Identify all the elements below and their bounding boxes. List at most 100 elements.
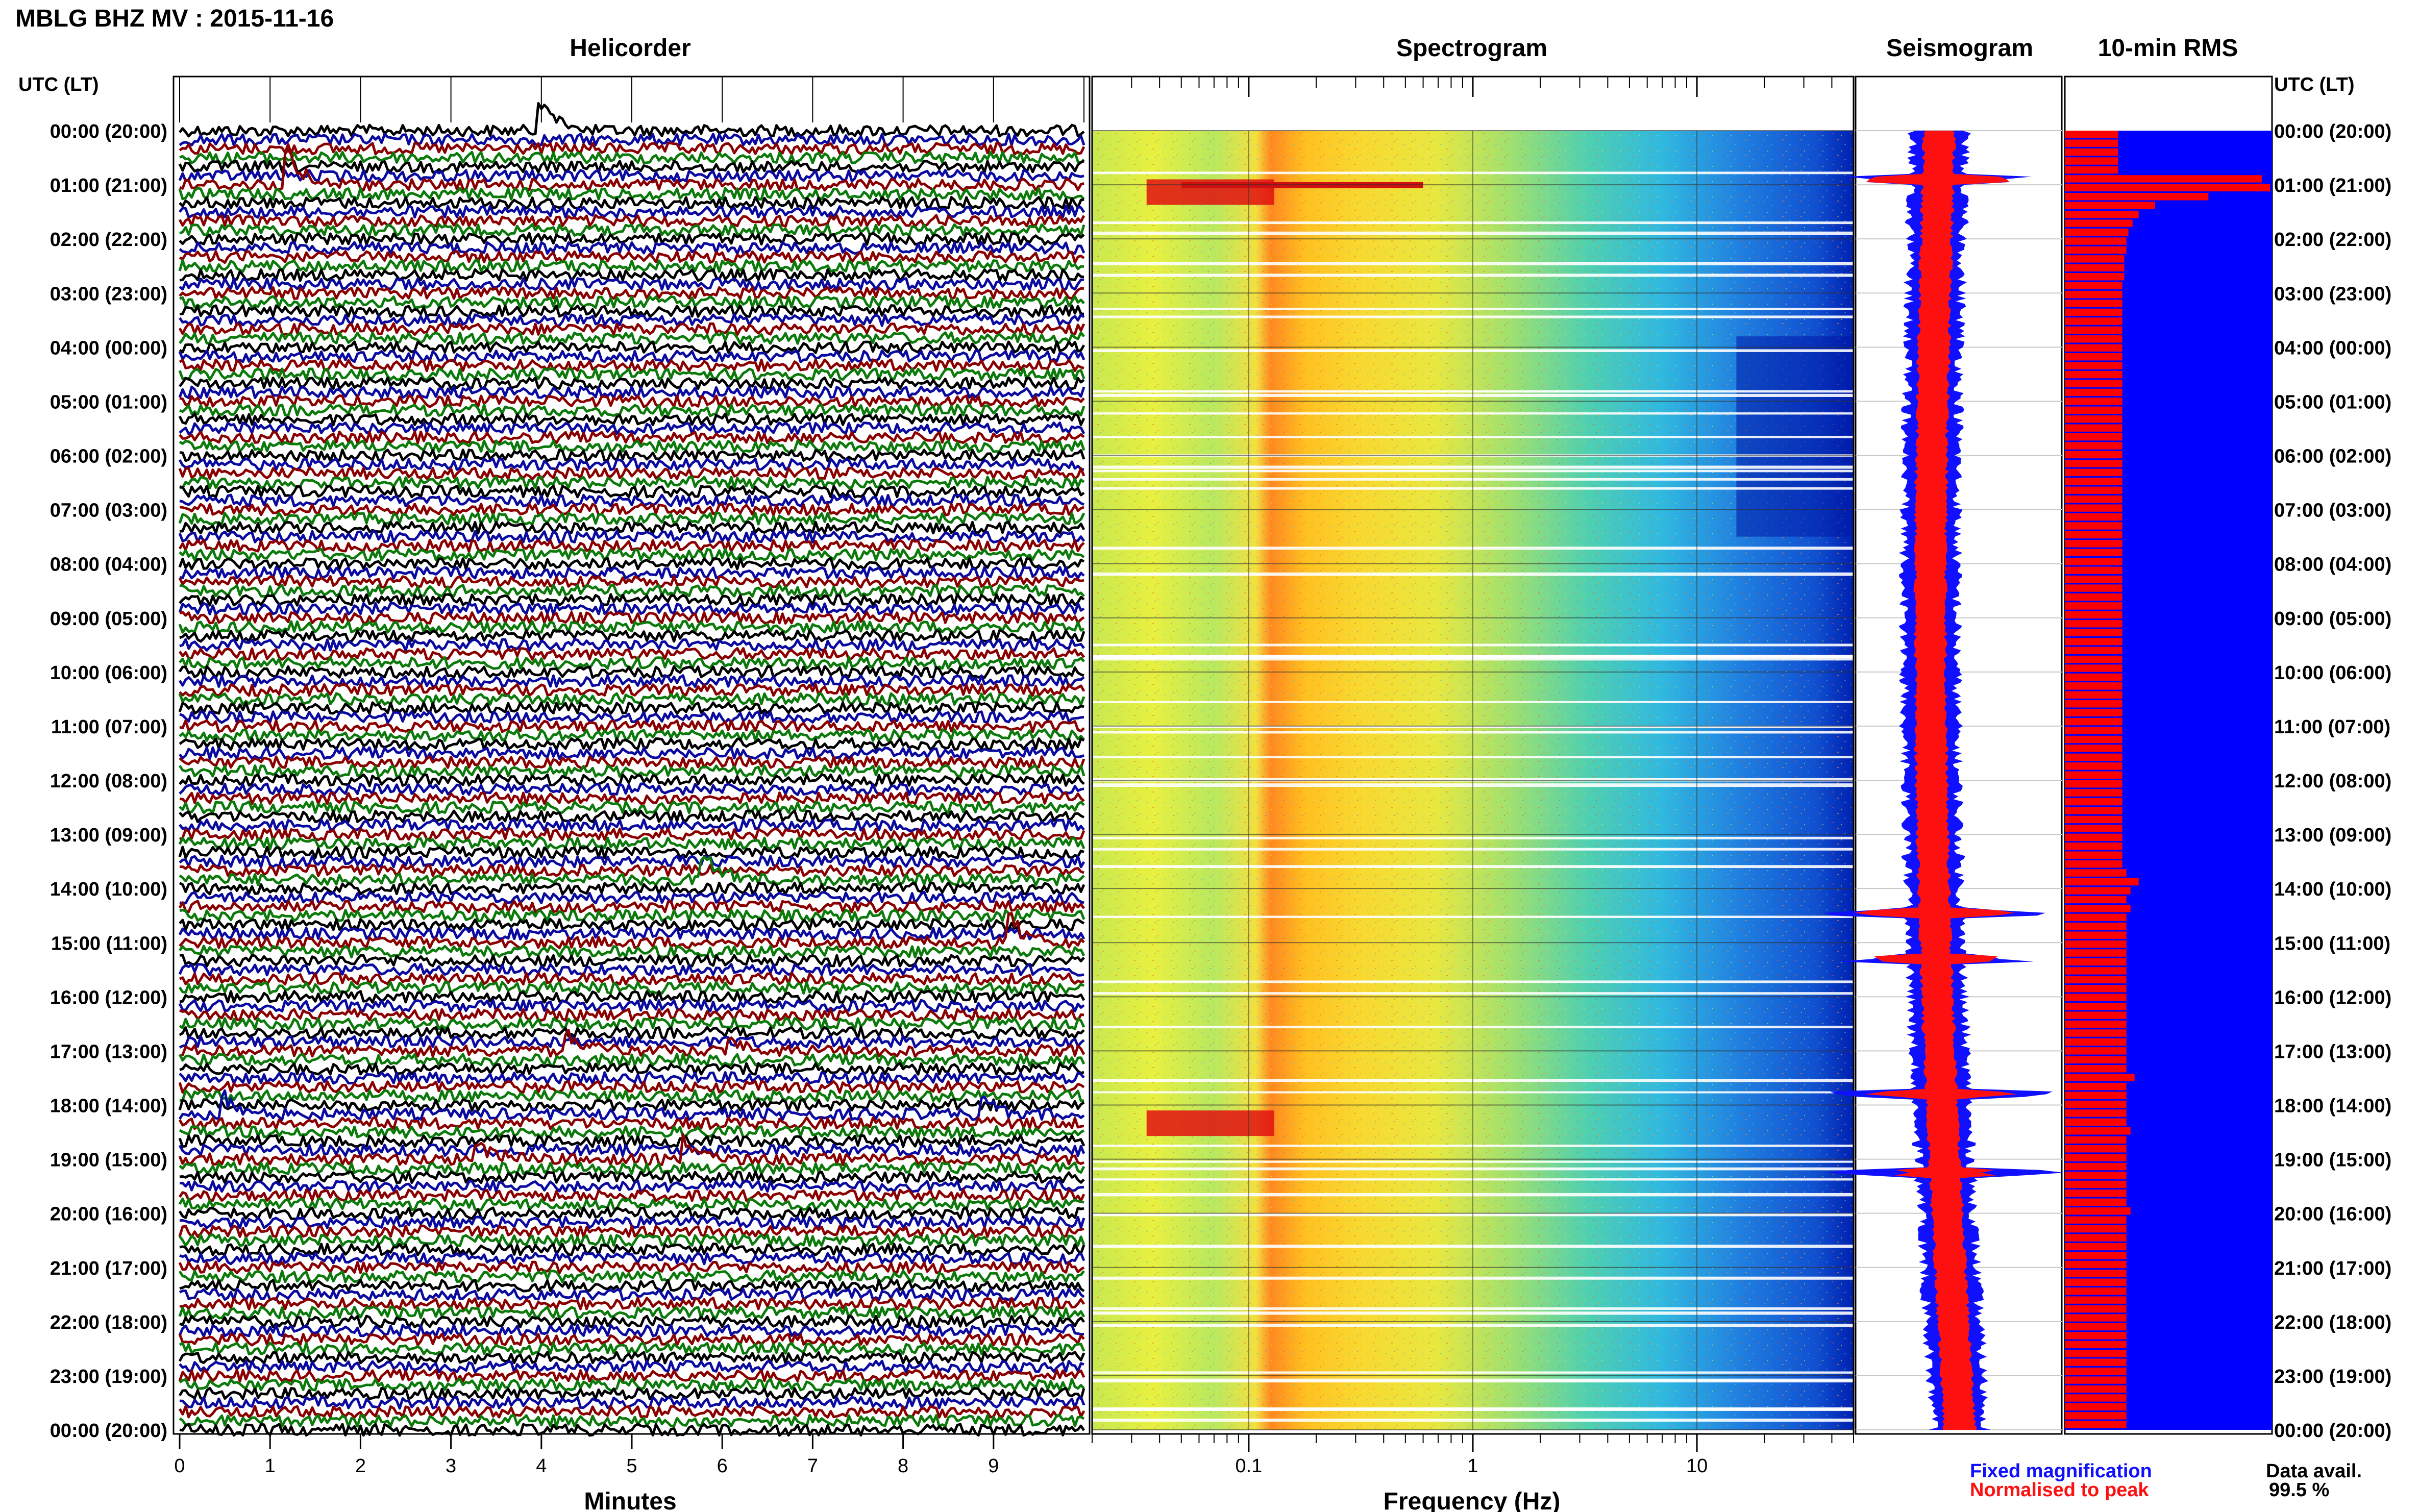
rms-normalised-bar xyxy=(2065,735,2122,743)
rms-normalised-bar xyxy=(2065,1305,2127,1313)
helicorder-trace xyxy=(180,1297,1085,1310)
frequency-tick-label: 1 xyxy=(1467,1455,1478,1477)
rms-normalised-bar xyxy=(2065,433,2122,441)
time-label-left: 12:00 (08:00) xyxy=(50,771,167,792)
rms-normalised-bar xyxy=(2065,1154,2127,1161)
rms-title: 10-min RMS xyxy=(2098,35,2238,62)
data-availability-value: 99.5 % xyxy=(2269,1479,2329,1501)
rms-normalised-bar xyxy=(2065,273,2125,281)
time-label-right: 13:00 (09:00) xyxy=(2274,825,2391,846)
rms-normalised-bar xyxy=(2065,290,2122,299)
time-label-right: 07:00 (03:00) xyxy=(2274,500,2391,522)
helicorder-trace xyxy=(179,710,1084,724)
minute-tick-label: 0 xyxy=(174,1455,185,1477)
time-label-left: 11:00 (07:00) xyxy=(51,716,167,738)
rms-normalised-bar xyxy=(2065,362,2122,369)
frequency-axis-label: Frequency (Hz) xyxy=(1384,1488,1561,1512)
minutes-axis: 0 1 2 3 4 5 6 7 8 9 xyxy=(174,1434,999,1477)
time-label-right: 19:00 (15:00) xyxy=(2274,1150,2391,1171)
helicorder-trace xyxy=(179,584,1085,598)
rms-normalised-bar xyxy=(2065,424,2122,432)
time-label-right: 01:00 (21:00) xyxy=(2274,175,2391,196)
rms-normalised-bar xyxy=(2065,1162,2127,1171)
helicorder-trace xyxy=(179,719,1085,733)
rms-normalised-bar xyxy=(2065,522,2122,530)
rms-normalised-bar xyxy=(2065,1109,2127,1117)
rms-normalised-bar xyxy=(2065,1225,2127,1233)
time-label-right: 11:00 (07:00) xyxy=(2274,716,2390,738)
rms-normalised-bar xyxy=(2065,1270,2127,1277)
rms-normalised-bar xyxy=(2065,398,2122,405)
helicorder-trace xyxy=(179,232,1085,246)
rms-normalised-bar xyxy=(2065,869,2127,877)
rms-normalised-bar xyxy=(2065,370,2122,379)
time-label-right: 10:00 (06:00) xyxy=(2274,662,2391,684)
rms-normalised-bar xyxy=(2065,940,2127,948)
rms-normalised-bar xyxy=(2065,1252,2127,1259)
rms-normalised-bar xyxy=(2065,664,2122,672)
rms-normalised-bar xyxy=(2065,566,2122,574)
rms-normalised-bar xyxy=(2065,1260,2127,1269)
minute-tick-label: 9 xyxy=(988,1455,999,1477)
rms-normalised-bar xyxy=(2065,887,2131,895)
rms-normalised-bar xyxy=(2065,1216,2127,1224)
helicorder-trace xyxy=(179,1026,1085,1040)
helicorder-trace xyxy=(179,1125,1085,1139)
time-label-left: 01:00 (21:00) xyxy=(50,175,167,196)
helicorder-trace xyxy=(179,755,1085,770)
helicorder-trace xyxy=(178,836,1085,851)
rms-normalised-bar xyxy=(2065,148,2118,156)
minute-tick-label: 1 xyxy=(265,1455,276,1477)
rms-normalised-bar xyxy=(2065,1207,2131,1215)
helicorder-trace xyxy=(179,1179,1084,1193)
rms-normalised-bar xyxy=(2065,860,2122,868)
rms-normalised-bar xyxy=(2065,851,2122,859)
rms-normalised-bar xyxy=(2065,949,2127,957)
helicorder-trace xyxy=(178,962,1084,977)
helicorder-trace xyxy=(179,358,1084,373)
rms-normalised-bar xyxy=(2065,1056,2127,1064)
rms-normalised-bar xyxy=(2065,575,2122,583)
rms-normalised-bar xyxy=(2065,682,2122,690)
helicorder-trace xyxy=(178,701,1084,715)
helicorder-trace xyxy=(178,1233,1085,1247)
helicorder-trace xyxy=(178,259,1084,273)
rms-normalised-bar xyxy=(2065,246,2127,254)
time-label-right: 12:00 (08:00) xyxy=(2274,771,2391,792)
helicorder-trace xyxy=(179,1251,1085,1266)
time-label-left: 13:00 (09:00) xyxy=(50,825,167,846)
time-label-left: 00:00 (20:00) xyxy=(50,1420,167,1442)
helicorder-trace xyxy=(179,484,1085,499)
helicorder-trace xyxy=(179,890,1084,905)
rms-normalised-bar xyxy=(2065,388,2122,396)
utc-lt-header-left: UTC (LT) xyxy=(18,74,99,95)
helicorder-trace xyxy=(178,1206,1084,1221)
helicorder-trace xyxy=(178,1351,1085,1365)
rms-normalised-bar xyxy=(2065,478,2122,485)
time-label-right: 03:00 (23:00) xyxy=(2274,283,2391,305)
helicorder-trace xyxy=(179,102,1085,138)
time-label-right: 23:00 (19:00) xyxy=(2274,1366,2391,1387)
rms-normalised-bar xyxy=(2065,1189,2127,1197)
legend-fixed-magnification: Fixed magnification xyxy=(1970,1460,2152,1482)
time-label-left: 05:00 (01:00) xyxy=(50,391,167,413)
rms-normalised-bar xyxy=(2065,691,2122,699)
helicorder-title: Helicorder xyxy=(570,35,690,62)
time-label-left: 10:00 (06:00) xyxy=(50,662,167,684)
helicorder-trace xyxy=(178,466,1085,481)
rms-normalised-bar xyxy=(2065,175,2262,183)
helicorder-trace xyxy=(178,764,1085,778)
rms-normalised-bar xyxy=(2065,1287,2127,1295)
minute-tick-label: 4 xyxy=(536,1455,547,1477)
helicorder-trace xyxy=(178,1369,1085,1383)
helicorder-trace xyxy=(178,412,1085,427)
rms-normalised-bar xyxy=(2065,700,2122,708)
time-label-right: 04:00 (00:00) xyxy=(2274,337,2391,359)
utc-lt-header-right: UTC (LT) xyxy=(2274,74,2355,95)
helicorder-trace xyxy=(179,295,1085,309)
rms-normalised-bar xyxy=(2065,1145,2127,1153)
rms-normalised-bar xyxy=(2065,593,2122,601)
helicorder-trace xyxy=(178,457,1084,472)
rms-normalised-bar xyxy=(2065,967,2127,975)
